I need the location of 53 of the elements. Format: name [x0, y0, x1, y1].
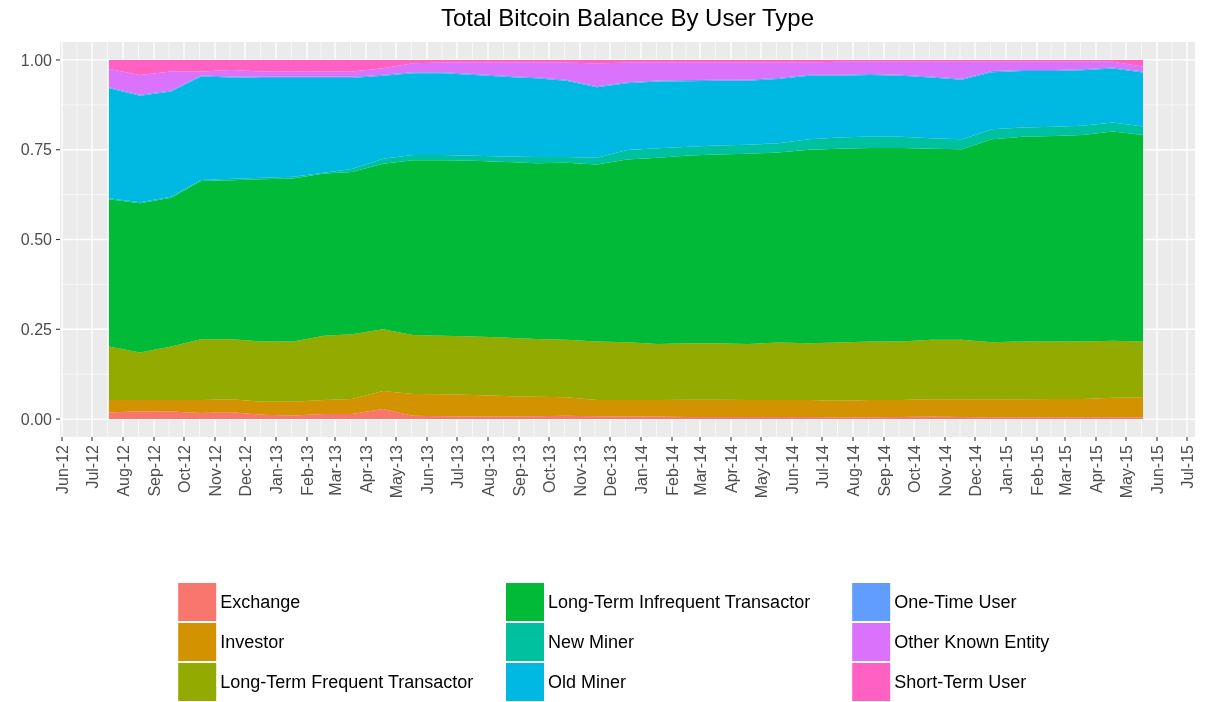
y-tick-label: 0.00: [20, 410, 53, 428]
x-tick-label: Sep-13: [510, 444, 528, 497]
x-tick-label: May-13: [387, 444, 405, 499]
x-tick-label: Oct-14: [905, 444, 923, 494]
x-tick-label: Jul-12: [83, 444, 101, 489]
legend-label: Long-Term Frequent Transactor: [220, 672, 474, 693]
x-tick-label: Dec-14: [966, 444, 984, 497]
x-tick-label: Dec-12: [236, 444, 254, 497]
x-tick-label: Aug-13: [479, 444, 497, 497]
x-tick-label: Jan-13: [267, 444, 285, 494]
x-tick-label: Apr-15: [1087, 444, 1105, 494]
x-tick-label: Feb-14: [663, 444, 681, 496]
y-tick-label: 0.25: [20, 320, 53, 338]
y-tick-label: 1.00: [20, 51, 53, 69]
x-tick-label: Feb-13: [298, 444, 316, 496]
legend-label: One-Time User: [894, 592, 1017, 613]
x-tick-label: Nov-13: [571, 444, 589, 497]
x-tick-label: Jan-15: [997, 444, 1015, 494]
chart-title: Total Bitcoin Balance By User Type: [440, 4, 815, 31]
x-tick-label: Jul-15: [1178, 444, 1196, 489]
x-tick-label: Dec-13: [601, 444, 619, 497]
y-tick-label: 0.50: [20, 231, 53, 249]
x-tick-label: Apr-14: [722, 444, 740, 494]
legend-label: Long-Term Infrequent Transactor: [548, 592, 811, 613]
x-tick-label: Jul-14: [813, 444, 831, 489]
x-tick-label: Oct-13: [540, 444, 558, 494]
legend-label: Investor: [220, 632, 285, 653]
x-tick-label: Sep-12: [145, 444, 163, 497]
x-tick-label: Nov-14: [936, 444, 954, 497]
x-tick-label: Aug-12: [114, 444, 132, 497]
x-tick-label: Apr-13: [357, 444, 375, 494]
x-tick-label: Jul-13: [448, 444, 466, 489]
x-tick-label: Mar-14: [691, 444, 709, 496]
x-tick-label: Sep-14: [875, 444, 893, 497]
x-tick-label: Jun-15: [1148, 444, 1166, 494]
x-tick-label: Jun-14: [783, 444, 801, 494]
x-tick-label: May-15: [1117, 444, 1135, 499]
x-tick-label: Jun-12: [53, 444, 71, 494]
y-tick-label: 0.75: [20, 141, 53, 159]
legend-label: Exchange: [220, 592, 301, 613]
legend-label: Short-Term User: [894, 672, 1027, 693]
x-tick-label: Mar-13: [326, 444, 344, 496]
x-tick-label: May-14: [752, 444, 770, 499]
x-tick-label: Jun-13: [418, 444, 436, 494]
x-tick-label: Oct-12: [175, 444, 193, 494]
x-tick-label: Feb-15: [1028, 444, 1046, 496]
legend-label: Other Known Entity: [894, 632, 1050, 653]
legend-label: Old Miner: [548, 672, 627, 693]
x-tick-label: Aug-14: [844, 444, 862, 497]
legend-label: New Miner: [548, 632, 635, 653]
x-tick-label: Jan-14: [632, 444, 650, 494]
x-tick-label: Mar-15: [1056, 444, 1074, 496]
x-tick-label: Nov-12: [206, 444, 224, 497]
